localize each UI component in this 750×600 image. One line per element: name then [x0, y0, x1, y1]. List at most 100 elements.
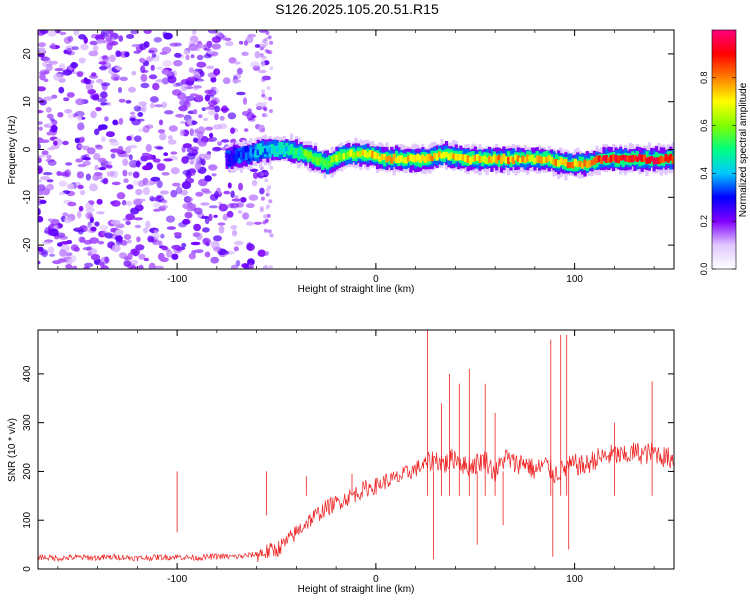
heatmap-cell — [80, 43, 89, 51]
colorbar-ticks: 0.0 0.2 0.4 0.6 0.8 — [699, 72, 736, 275]
heatmap-ridge-cell — [540, 156, 544, 164]
heatmap-cell — [171, 253, 179, 260]
heatmap-cell — [267, 185, 272, 190]
heatmap-cell — [194, 207, 203, 215]
heatmap-cell — [258, 69, 267, 74]
heatmap-cell — [142, 227, 149, 234]
heatmap-cell — [247, 33, 257, 38]
colorbar-tick-label: 0.8 — [699, 72, 709, 85]
heatmap-cell — [97, 240, 105, 245]
heatmap-cell — [241, 51, 249, 56]
heatmap-ridge-cell — [251, 148, 255, 155]
heatmap-cell — [136, 236, 141, 243]
heatmap-cell — [204, 152, 211, 160]
heatmap-cell — [248, 266, 254, 269]
heatmap-cell — [208, 205, 218, 209]
heatmap-cell — [204, 47, 211, 52]
heatmap-ridge-cell — [409, 154, 413, 161]
heatmap-cell — [71, 46, 80, 51]
heatmap-cell — [95, 145, 104, 150]
heatmap-ridge-cell — [466, 155, 470, 163]
heatmap-cell — [163, 71, 174, 77]
heatmap-cell — [163, 32, 173, 40]
heatmap-cell — [207, 100, 218, 106]
heatmap-cell — [268, 96, 273, 101]
colorbar-tick-label: 0.2 — [699, 215, 709, 228]
heatmap-ridge-cell — [292, 149, 296, 157]
heatmap-cell — [95, 39, 106, 44]
heatmap-cell — [206, 65, 215, 70]
heatmap-cell — [98, 66, 108, 70]
heatmap-ridge-cell — [232, 154, 236, 162]
heatmap-cell — [43, 96, 53, 101]
heatmap-cell — [190, 241, 201, 246]
heatmap-ridge-cell — [318, 156, 322, 164]
heatmap-ridge-cell — [502, 153, 506, 162]
heatmap-cell — [129, 265, 137, 269]
heatmap-cell — [147, 236, 155, 243]
heatmap-ridge-cell — [559, 157, 563, 165]
heatmap-cell — [258, 30, 268, 33]
heatmap-cell — [268, 109, 273, 114]
heatmap-ridge-cell — [301, 148, 306, 155]
heatmap-cell — [195, 44, 205, 49]
heatmap-cell — [227, 112, 237, 120]
heatmap-ridge-cell — [416, 153, 420, 162]
heatmap-cell — [57, 223, 62, 229]
heatmap-cell — [79, 189, 86, 196]
heatmap-ridge-cell — [273, 146, 277, 153]
heatmap-cell — [125, 200, 133, 207]
heatmap-cell — [88, 213, 93, 219]
heatmap-cell — [161, 46, 172, 54]
heatmap-cell — [212, 146, 222, 152]
heatmap-cell — [182, 203, 189, 210]
heatmap-cell — [149, 102, 155, 109]
heatmap-cell — [227, 182, 232, 189]
heatmap-cell — [208, 94, 215, 98]
heatmap-cell — [38, 121, 43, 125]
heatmap-cell — [160, 233, 165, 239]
heatmap-cell — [47, 218, 54, 222]
heatmap-cell — [63, 216, 72, 224]
heatmap-cell — [143, 30, 152, 34]
heatmap-cell — [259, 187, 265, 195]
heatmap-ridge-cell — [588, 160, 592, 168]
heatmap-ridge-cell — [581, 162, 585, 169]
heatmap-cell — [138, 101, 147, 106]
heatmap-cell — [96, 211, 105, 215]
heatmap-ridge-cell — [504, 156, 508, 164]
heatmap-cell — [105, 161, 112, 166]
heatmap-cell — [46, 113, 54, 119]
heatmap-ridge-cell — [282, 147, 287, 155]
heatmap-ridge-cell — [495, 156, 499, 164]
heatmap-cell — [84, 262, 94, 268]
heatmap-ridge-cell — [497, 154, 501, 168]
heatmap-cell — [50, 124, 58, 133]
heatmap-cell — [159, 51, 168, 55]
snr-spikes — [176, 330, 653, 560]
heatmap-cell — [263, 101, 268, 106]
heatmap-cell — [185, 54, 190, 61]
heatmap-ridge-cell — [225, 157, 229, 164]
heatmap-cell — [266, 86, 271, 91]
heatmap-cell — [246, 112, 255, 121]
heatmap-cell — [67, 201, 77, 207]
heatmap-cell — [60, 241, 70, 245]
heatmap-ridge-cell — [426, 154, 430, 162]
heatmap-cell — [79, 236, 86, 243]
heatmap-cell — [38, 157, 42, 164]
heatmap-cell — [167, 139, 177, 145]
heatmap-cell — [122, 158, 129, 167]
snr-x-ticks: -100 0 100 — [57, 330, 655, 585]
heatmap-cell — [62, 140, 69, 146]
heatmap-ridge-cell — [566, 162, 570, 169]
heatmap-cell — [263, 107, 268, 112]
heatmap-ridge-cell — [507, 156, 511, 165]
heatmap-cell — [261, 128, 266, 132]
heatmap-cell — [38, 179, 43, 184]
heatmap-ridge-cell — [268, 146, 272, 155]
heatmap-cell — [210, 76, 217, 83]
heatmap-cell — [267, 229, 272, 234]
heatmap-cell — [184, 196, 194, 202]
